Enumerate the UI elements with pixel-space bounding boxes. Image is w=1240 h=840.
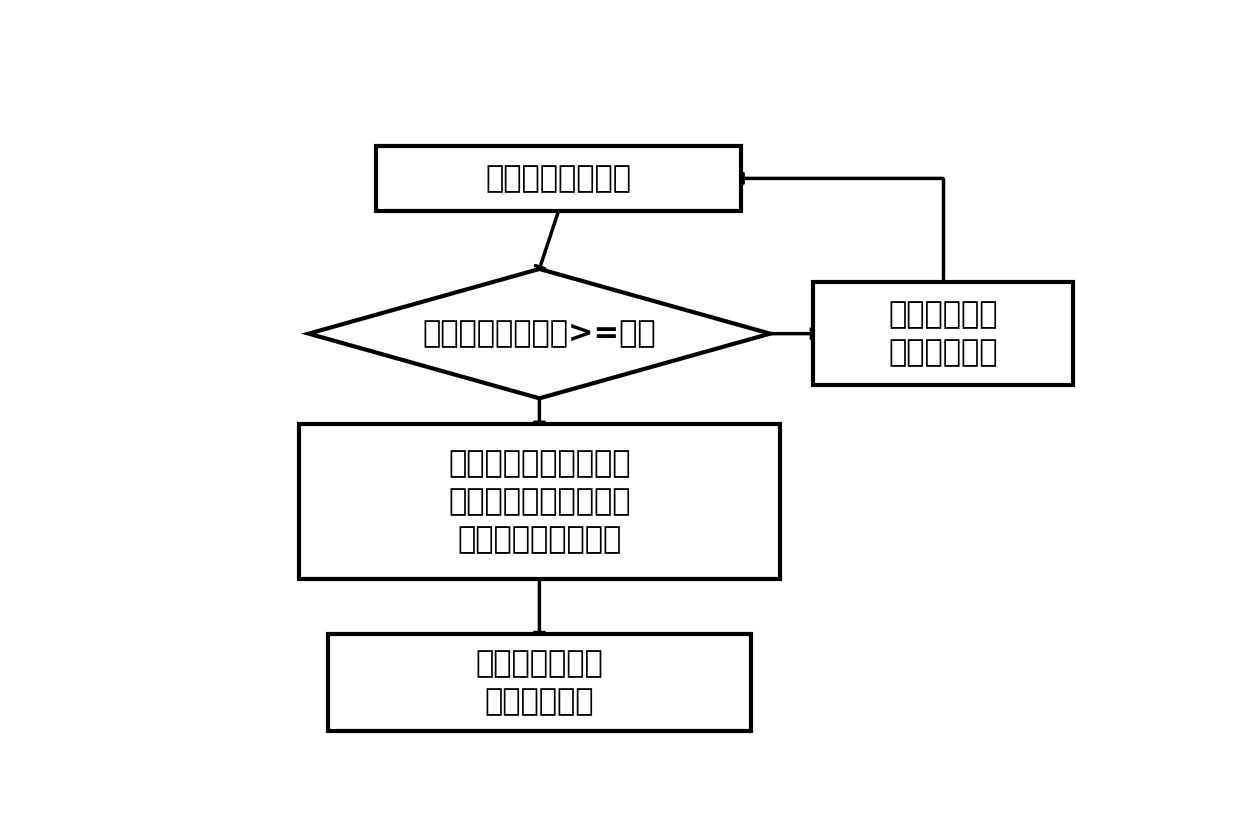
FancyBboxPatch shape [299,424,780,580]
Text: 对位置进行微调，寻找
质量超出阈值且探头受
力最小的位置及姿态: 对位置进行微调，寻找 质量超出阈值且探头受 力最小的位置及姿态 [448,449,631,554]
Text: 获取超声胎心信号: 获取超声胎心信号 [486,164,631,193]
FancyBboxPatch shape [376,146,742,211]
FancyBboxPatch shape [813,282,1073,386]
Text: 胎心信号质量参数>=阈值: 胎心信号质量参数>=阈值 [423,319,656,348]
Polygon shape [309,269,770,398]
FancyBboxPatch shape [327,634,751,732]
Text: 锁定关节，固定
保持超声探头: 锁定关节，固定 保持超声探头 [475,649,604,717]
Text: 对超声探头的
位置进行调整: 对超声探头的 位置进行调整 [888,300,998,367]
